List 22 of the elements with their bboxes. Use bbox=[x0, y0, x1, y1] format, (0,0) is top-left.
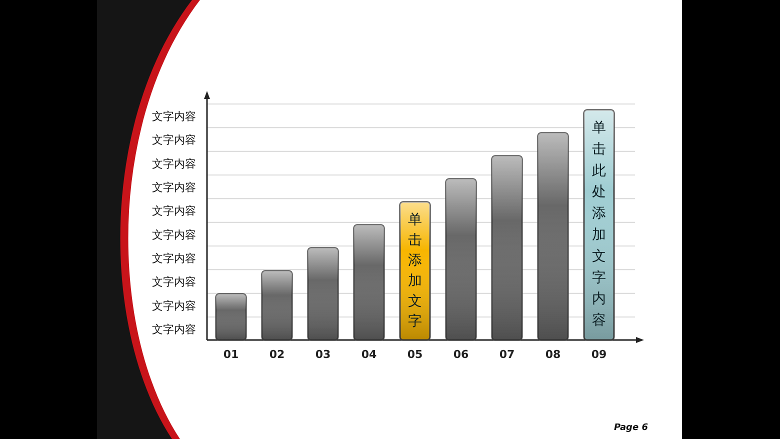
text: 文字内容 bbox=[152, 323, 196, 336]
x-tick-label: 02 bbox=[269, 348, 285, 361]
x-tick-label: 01 bbox=[223, 348, 239, 361]
text: 文字内容 bbox=[152, 110, 196, 123]
text: 文字内容 bbox=[152, 252, 196, 265]
text: Page 6 bbox=[614, 423, 648, 433]
text: 文字内容 bbox=[152, 181, 196, 194]
text: 单击此处添加文字内容 bbox=[592, 120, 606, 329]
text: 文字内容 bbox=[152, 228, 196, 242]
text: 文字内容 bbox=[152, 299, 196, 312]
x-tick-label: 07 bbox=[499, 348, 515, 361]
annotation: 单击添加文字 bbox=[408, 212, 422, 330]
x-tick-label: 04 bbox=[361, 348, 377, 361]
text: 文字内容 bbox=[152, 276, 196, 289]
text: 文字内容 bbox=[152, 134, 196, 147]
x-tick-label: 05 bbox=[407, 348, 423, 361]
x-tick-label: 09 bbox=[591, 348, 607, 361]
text: 文字内容 bbox=[152, 204, 196, 218]
text: 文字内容 bbox=[152, 157, 196, 170]
x-tick-label: 06 bbox=[453, 348, 469, 361]
x-tick-label: 03 bbox=[315, 348, 331, 361]
x-tick-label: 08 bbox=[545, 348, 561, 361]
